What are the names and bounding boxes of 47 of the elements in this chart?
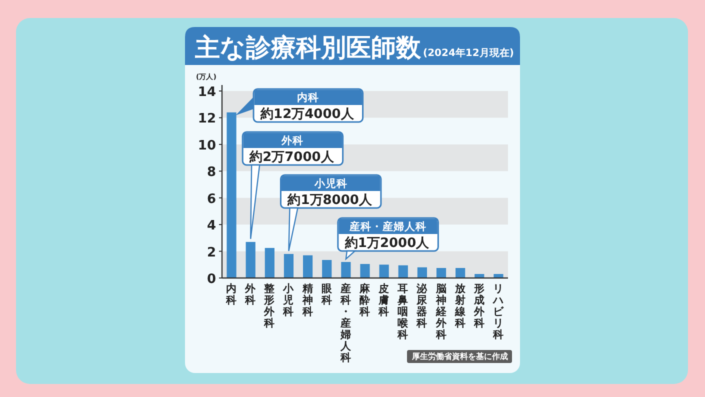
x-tick-label: 耳鼻咽喉科 xyxy=(396,283,410,341)
text: 厚生労働省資料を基に作成 xyxy=(411,352,508,361)
bar xyxy=(360,264,370,278)
annotation: 産科・産婦人科 xyxy=(348,220,427,233)
annotation: 外科 xyxy=(280,134,304,147)
bar xyxy=(284,254,294,278)
y-tick-label: 8 xyxy=(206,165,216,180)
y-tick-label: 14 xyxy=(198,85,216,100)
bar xyxy=(264,248,274,278)
bar xyxy=(436,268,446,278)
y-tick-label: 0 xyxy=(206,272,216,287)
bar xyxy=(417,267,427,278)
chart-subtitle: (2024年12月現在) xyxy=(423,47,514,59)
x-tick-label: 外科 xyxy=(244,282,258,306)
x-tick-label: 産科・産婦人科 xyxy=(339,282,352,364)
y-tick-label: 4 xyxy=(206,218,216,234)
annotation: 内科 xyxy=(297,91,320,104)
x-tick-label: 脳神経外科 xyxy=(434,282,448,341)
x-tick-label: 皮膚科 xyxy=(378,282,390,318)
annotation: 約12万4000人 xyxy=(260,107,355,122)
annotation: 小児科 xyxy=(313,177,348,190)
x-tick-label: 小児科 xyxy=(282,282,296,318)
x-tick-label: 麻酔科 xyxy=(358,282,372,318)
annotation: 約2万7000人 xyxy=(248,150,335,165)
bar xyxy=(379,264,389,278)
y-tick-label: 12 xyxy=(198,112,216,127)
x-tick-label: 眼科 xyxy=(320,283,334,306)
x-tick-label: 泌尿器科 xyxy=(416,282,429,330)
x-tick-label: 放射線科 xyxy=(454,282,467,330)
bar xyxy=(322,260,332,278)
y-tick-label: 10 xyxy=(198,138,216,154)
y-tick-label: 6 xyxy=(206,192,216,207)
x-tick-label: 精神科 xyxy=(301,282,314,318)
y-tick-label: 2 xyxy=(206,245,216,260)
bar xyxy=(494,274,504,278)
chart-title: 主な診療科別医師数 xyxy=(194,33,422,62)
x-tick-label: 形成外科 xyxy=(472,283,486,330)
bar xyxy=(226,112,236,278)
x-tick-label: 内科 xyxy=(225,282,238,306)
bar xyxy=(398,265,408,278)
bar xyxy=(303,255,313,278)
annotation: 約1万8000人 xyxy=(286,193,373,208)
x-tick-label: リハビリ科 xyxy=(492,283,505,341)
bar xyxy=(246,242,256,278)
bar xyxy=(456,268,466,278)
annotation: 約1万2000人 xyxy=(344,236,430,251)
x-tick-label: 整形外科 xyxy=(263,282,276,330)
